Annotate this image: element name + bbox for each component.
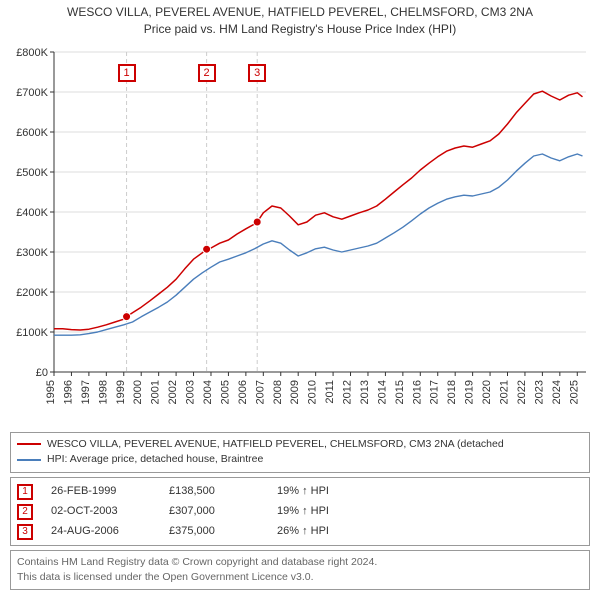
- chart-event-marker: 1: [118, 64, 136, 82]
- event-row: 2 02-OCT-2003 £307,000 19% ↑ HPI: [17, 502, 583, 522]
- chart-event-marker: 2: [198, 64, 216, 82]
- svg-text:£500K: £500K: [16, 167, 48, 179]
- svg-text:1997: 1997: [80, 380, 92, 404]
- event-delta: 19% ↑ HPI: [277, 482, 329, 502]
- event-date: 02-OCT-2003: [51, 502, 151, 522]
- event-delta: 19% ↑ HPI: [277, 502, 329, 522]
- svg-text:2013: 2013: [359, 380, 371, 404]
- svg-text:1998: 1998: [97, 380, 109, 404]
- title-line-2: Price paid vs. HM Land Registry's House …: [10, 21, 590, 38]
- svg-text:£700K: £700K: [16, 87, 48, 99]
- legend-label: HPI: Average price, detached house, Brai…: [47, 452, 263, 468]
- event-price: £375,000: [169, 522, 259, 542]
- legend-label: WESCO VILLA, PEVEREL AVENUE, HATFIELD PE…: [47, 437, 504, 453]
- svg-text:2020: 2020: [481, 380, 493, 404]
- svg-text:1996: 1996: [62, 380, 74, 404]
- price-chart: £0 £100K £200K £300K £400K £500K £600K £700K £80…: [10, 46, 590, 426]
- svg-text:2012: 2012: [342, 380, 354, 404]
- event-row: 3 24-AUG-2006 £375,000 26% ↑ HPI: [17, 522, 583, 542]
- svg-text:£300K: £300K: [16, 247, 48, 259]
- svg-text:1999: 1999: [115, 380, 127, 404]
- svg-text:2009: 2009: [289, 380, 301, 404]
- svg-text:2024: 2024: [551, 380, 563, 404]
- svg-text:2000: 2000: [132, 380, 144, 404]
- svg-text:1995: 1995: [45, 380, 57, 404]
- chart-svg: £0 £100K £200K £300K £400K £500K £600K £700K £80…: [10, 46, 590, 426]
- svg-text:£200K: £200K: [16, 287, 48, 299]
- event-delta: 26% ↑ HPI: [277, 522, 329, 542]
- legend-row: WESCO VILLA, PEVEREL AVENUE, HATFIELD PE…: [17, 437, 583, 453]
- event-price: £307,000: [169, 502, 259, 522]
- event-marker: 2: [17, 504, 33, 520]
- chart-event-marker: 3: [248, 64, 266, 82]
- svg-text:2004: 2004: [202, 380, 214, 404]
- legend: WESCO VILLA, PEVEREL AVENUE, HATFIELD PE…: [10, 432, 590, 474]
- svg-text:£100K: £100K: [16, 327, 48, 339]
- svg-text:2006: 2006: [237, 380, 249, 404]
- event-date: 24-AUG-2006: [51, 522, 151, 542]
- event-marker: 3: [17, 524, 33, 540]
- svg-text:2017: 2017: [429, 380, 441, 404]
- chart-title-block: WESCO VILLA, PEVEREL AVENUE, HATFIELD PE…: [0, 0, 600, 46]
- svg-text:2003: 2003: [185, 380, 197, 404]
- legend-swatch: [17, 443, 41, 445]
- event-date: 26-FEB-1999: [51, 482, 151, 502]
- svg-text:2014: 2014: [376, 380, 388, 404]
- svg-text:2018: 2018: [446, 380, 458, 404]
- events-table: 1 26-FEB-1999 £138,500 19% ↑ HPI 2 02-OCT-200…: [10, 477, 590, 546]
- footer-attribution: Contains HM Land Registry data © Crown c…: [10, 550, 590, 589]
- event-price: £138,500: [169, 482, 259, 502]
- svg-text:2021: 2021: [499, 380, 511, 404]
- legend-row: HPI: Average price, detached house, Brai…: [17, 452, 583, 468]
- svg-text:2011: 2011: [324, 380, 336, 404]
- title-line-1: WESCO VILLA, PEVEREL AVENUE, HATFIELD PE…: [10, 4, 590, 21]
- svg-text:£400K: £400K: [16, 207, 48, 219]
- svg-text:2022: 2022: [516, 380, 528, 404]
- svg-text:2010: 2010: [307, 380, 319, 404]
- svg-text:£800K: £800K: [16, 47, 48, 59]
- svg-text:£600K: £600K: [16, 127, 48, 139]
- svg-text:2016: 2016: [411, 380, 423, 404]
- svg-text:2008: 2008: [272, 380, 284, 404]
- svg-text:2001: 2001: [150, 380, 162, 404]
- event-marker: 1: [17, 484, 33, 500]
- svg-text:2007: 2007: [254, 380, 266, 404]
- svg-text:2005: 2005: [219, 380, 231, 404]
- svg-text:2015: 2015: [394, 380, 406, 404]
- footer-line-1: Contains HM Land Registry data © Crown c…: [17, 555, 583, 570]
- event-row: 1 26-FEB-1999 £138,500 19% ↑ HPI: [17, 482, 583, 502]
- svg-text:2019: 2019: [464, 380, 476, 404]
- svg-text:2025: 2025: [568, 380, 580, 404]
- svg-text:2002: 2002: [167, 380, 179, 404]
- footer-line-2: This data is licensed under the Open Gov…: [17, 570, 583, 585]
- svg-text:£0: £0: [36, 367, 48, 379]
- legend-swatch: [17, 459, 41, 461]
- svg-text:2023: 2023: [533, 380, 545, 404]
